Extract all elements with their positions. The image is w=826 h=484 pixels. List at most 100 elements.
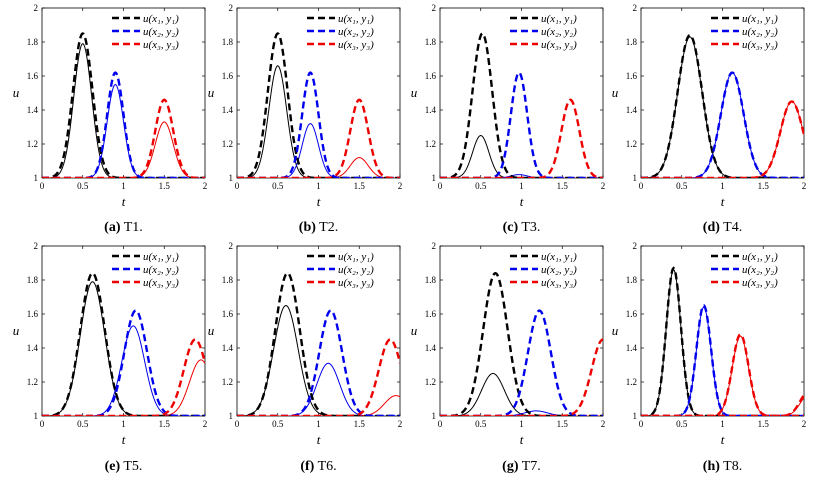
x-tick-label: 0: [639, 419, 644, 429]
y-tick-label: 1.8: [626, 275, 638, 285]
x-tick-label: 0: [235, 419, 240, 429]
legend-label-1: u(x₁, y₁): [143, 251, 179, 263]
x-tick-label: 1.5: [758, 419, 770, 429]
x-tick-label: 2: [203, 181, 208, 191]
x-tick-label: 1: [720, 419, 725, 429]
legend-label-3: u(x₃, y₃): [338, 277, 374, 289]
y-tick-label: 1: [229, 411, 234, 421]
x-tick-label: 0.5: [77, 181, 89, 191]
y-tick-label: 1.4: [626, 343, 638, 353]
x-axis-label: t: [520, 432, 524, 447]
x-axis-label: t: [317, 194, 321, 209]
legend-label-2: u(x₂, y₂): [742, 26, 778, 38]
y-tick-label: 1.6: [425, 309, 437, 319]
approx-curve-2: [237, 362, 400, 416]
x-tick-label: 1: [316, 419, 321, 429]
approx-curve-1: [42, 281, 205, 416]
approx-curve-3: [641, 335, 804, 416]
x-tick-label: 0: [438, 419, 443, 429]
caption-letter: (g): [502, 459, 519, 474]
legend-label-2: u(x₂, y₂): [338, 264, 374, 276]
y-tick-label: 1: [432, 411, 437, 421]
axes-frame: [439, 7, 604, 179]
y-tick-label: 1.6: [626, 309, 638, 319]
caption-letter: (h): [703, 459, 720, 474]
caption-text: T8.: [720, 459, 742, 474]
legend: u(x₁, y₁)u(x₂, y₂)u(x₃, y₃): [510, 13, 577, 51]
approx-curve-1: [42, 43, 205, 178]
x-tick-label: 0.5: [676, 419, 688, 429]
y-tick-label: 1.4: [626, 105, 638, 115]
legend-label-2: u(x₂, y₂): [742, 264, 778, 276]
panel-caption: (b) T2.: [299, 220, 338, 235]
panel-caption: (f) T6.: [300, 459, 336, 474]
reference-curve-2: [237, 71, 400, 178]
y-tick-label: 2: [34, 3, 39, 13]
y-tick-label: 2: [229, 241, 234, 251]
panel-b: 0 0.5 1 1.5 2 1 1.2 1.4 1.6 1.8 2 t u u(x₁, y₁)u(x₂, …: [208, 3, 403, 235]
caption-letter: (b): [299, 220, 316, 235]
x-tick-label: 1: [121, 419, 126, 429]
y-tick-label: 2: [633, 3, 638, 13]
caption-letter: (d): [703, 220, 720, 235]
x-axis-label: t: [721, 432, 725, 447]
x-tick-label: 1: [519, 181, 524, 191]
legend: u(x₁, y₁)u(x₂, y₂)u(x₃, y₃): [711, 13, 778, 51]
y-tick-label: 2: [432, 241, 437, 251]
caption-text: T5.: [120, 459, 142, 474]
reference-curve-1: [42, 271, 205, 416]
x-tick-label: 0: [235, 181, 240, 191]
axes-frame: [439, 245, 604, 417]
caption-letter: (c): [503, 220, 519, 235]
panel-f: 0 0.5 1 1.5 2 1 1.2 1.4 1.6 1.8 2 t u u(x₁, y₁)u(x₂, …: [208, 241, 403, 474]
x-tick-label: 1.5: [159, 419, 171, 429]
legend: u(x₁, y₁)u(x₂, y₂)u(x₃, y₃): [112, 251, 179, 289]
reference-curve-2: [237, 309, 400, 416]
x-tick-label: 2: [601, 181, 606, 191]
y-tick-label: 1.8: [425, 37, 437, 47]
caption-letter: (f): [300, 459, 314, 474]
panel-c: 0 0.5 1 1.5 2 1 1.2 1.4 1.6 1.8 2 t u u(x₁, y₁)u(x₂, …: [411, 3, 606, 235]
reference-curve-3: [42, 98, 205, 178]
legend-label-2: u(x₂, y₂): [541, 26, 577, 38]
reference-curve-2: [42, 309, 205, 416]
y-tick-label: 1: [229, 173, 234, 183]
y-axis-label: u: [208, 323, 215, 338]
x-tick-label: 2: [802, 181, 807, 191]
reference-curve-3: [641, 100, 804, 178]
axes-frame: [41, 245, 206, 417]
caption-text: T1.: [121, 220, 143, 235]
axes-frame: [236, 245, 401, 417]
y-tick-label: 1.4: [425, 343, 437, 353]
reference-curve-3: [42, 338, 205, 416]
x-tick-label: 1.5: [354, 419, 366, 429]
y-axis-label: u: [612, 85, 619, 100]
axes-frame: [640, 7, 805, 179]
caption-text: T6.: [314, 459, 336, 474]
caption-text: T4.: [720, 220, 742, 235]
x-tick-label: 0.5: [272, 419, 284, 429]
y-tick-label: 1.4: [27, 343, 39, 353]
panel-caption: (g) T7.: [502, 459, 541, 474]
reference-curve-2: [440, 71, 603, 178]
legend: u(x₁, y₁)u(x₂, y₂)u(x₃, y₃): [307, 251, 374, 289]
legend: u(x₁, y₁)u(x₂, y₂)u(x₃, y₃): [112, 13, 179, 51]
x-axis-label: t: [520, 194, 524, 209]
y-tick-label: 2: [34, 241, 39, 251]
caption-text: T2.: [316, 220, 338, 235]
y-tick-label: 1.2: [222, 139, 233, 149]
approx-curve-3: [42, 121, 205, 178]
x-tick-label: 0.5: [475, 181, 487, 191]
legend-label-3: u(x₃, y₃): [143, 277, 179, 289]
y-tick-label: 1.2: [27, 139, 38, 149]
x-tick-label: 2: [601, 419, 606, 429]
y-tick-label: 2: [229, 3, 234, 13]
y-tick-label: 1.8: [626, 37, 638, 47]
legend-label-3: u(x₃, y₃): [143, 39, 179, 51]
reference-curve-4: [641, 394, 804, 416]
panel-a: 0 0.5 1 1.5 2 1 1.2 1.4 1.6 1.8 2 t u u(x₁, y₁)u(x₂, …: [13, 3, 208, 235]
y-tick-label: 1.6: [626, 71, 638, 81]
caption-letter: (e): [105, 459, 121, 474]
y-tick-label: 1: [34, 173, 39, 183]
